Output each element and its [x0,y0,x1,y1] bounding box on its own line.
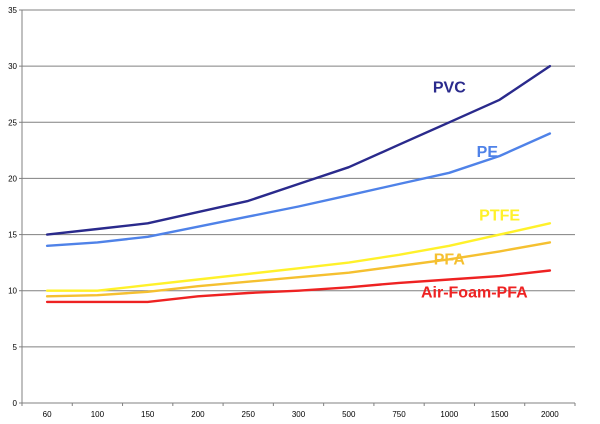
series-label-pe: PE [477,144,499,161]
y-tick-label: 15 [8,231,17,240]
x-tick-label: 100 [91,410,105,419]
x-tick-label: 500 [342,410,356,419]
x-tick-label: 60 [43,410,52,419]
x-tick-label: 250 [242,410,256,419]
series-line-pfa [45,241,552,298]
series-line-ptfe [45,222,552,292]
series-lines [45,64,552,304]
y-tick-label: 10 [8,287,17,296]
series-line-air-foam-pfa [45,269,552,304]
y-tick-label: 20 [8,174,17,183]
y-axis-ticks: 0 5 10 15 20 25 30 35 [8,6,22,408]
series-label-air-foam-pfa: Air-Foam-PFA [421,284,528,301]
y-tick-label: 25 [8,118,17,127]
series-label-ptfe: PTFE [479,208,520,225]
x-tick-label: 300 [292,410,306,419]
x-tick-label: 750 [392,410,406,419]
series-labels: PVC PE PTFE PFA Air-Foam-PFA [421,79,528,301]
y-tick-label: 30 [8,62,17,71]
grid-lines [22,9,575,348]
x-tick-label: 200 [191,410,205,419]
series-line-pe [45,132,552,248]
x-tick-label: 1000 [440,410,458,419]
series-label-pvc: PVC [433,79,466,96]
y-tick-label: 0 [13,399,18,408]
series-label-pfa: PFA [434,251,466,268]
x-tick-label: 2000 [541,410,559,419]
y-tick-label: 35 [8,6,17,15]
x-tick-label: 150 [141,410,155,419]
x-axis-ticks: 60 100 150 200 250 300 500 750 1000 1500 2000 [21,403,576,419]
x-tick-label: 1500 [491,410,509,419]
y-tick-label: 5 [13,343,18,352]
series-line-pvc [45,64,552,236]
